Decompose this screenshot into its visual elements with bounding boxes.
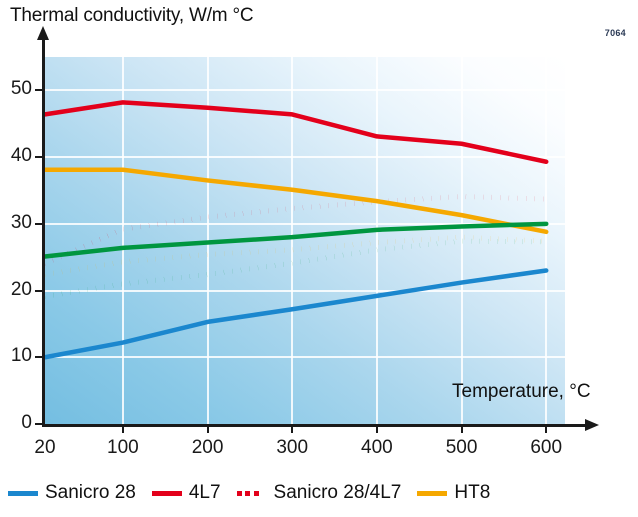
- chart-title: Thermal conductivity, W/m °C: [10, 5, 254, 26]
- gridline-horizontal: [45, 156, 565, 159]
- y-axis-arrow: [37, 26, 49, 40]
- y-axis-tick: [35, 222, 43, 225]
- x-axis-tick: [291, 424, 294, 433]
- gridline-vertical: [460, 57, 463, 424]
- series-line-ht8: [42, 167, 549, 235]
- legend-label: Sanicro 28: [45, 482, 136, 503]
- legend-label: Sanicro 28/4L7: [273, 482, 402, 503]
- x-axis-tick-label: 400: [361, 437, 393, 458]
- x-axis-tick: [460, 424, 463, 433]
- x-axis-tick-label: 200: [191, 437, 224, 458]
- gridline-vertical: [545, 57, 548, 424]
- series-line-orange-dotted-series: [44, 234, 547, 277]
- figure-code-label: 7064: [604, 28, 626, 38]
- y-axis-tick: [35, 89, 43, 92]
- legend-swatch: [417, 490, 448, 496]
- series-line-sanicro-28-4l7: [43, 193, 547, 267]
- y-axis-tick-label: 50: [10, 78, 32, 100]
- legend-item: HT8: [417, 482, 490, 504]
- x-axis-title: Temperature, °C: [452, 381, 591, 402]
- gridline-horizontal: [45, 356, 565, 359]
- x-axis-arrow: [585, 419, 599, 431]
- gridline-vertical: [375, 57, 378, 424]
- y-axis-line: [42, 38, 45, 427]
- legend-label: 4L7: [188, 482, 221, 503]
- x-axis-tick: [121, 424, 124, 433]
- plot-area: [42, 57, 565, 424]
- legend-swatch: [236, 490, 267, 496]
- x-axis-tick-label: 500: [445, 437, 478, 458]
- series-line-sanicro-28: [42, 268, 549, 360]
- x-axis-tick-label: 100: [107, 437, 139, 458]
- y-axis-tick-label: 30: [10, 211, 32, 233]
- legend-dot: [253, 490, 259, 496]
- y-axis-tick: [35, 289, 43, 292]
- x-axis-tick: [206, 424, 209, 433]
- gridline-horizontal: [45, 222, 565, 225]
- y-axis-tick: [35, 156, 43, 159]
- gridline-horizontal: [45, 89, 565, 92]
- x-axis-tick-label: 600: [530, 437, 563, 458]
- legend-label: HT8: [454, 482, 491, 503]
- y-axis-tick: [35, 356, 43, 359]
- legend-dot: [236, 490, 242, 496]
- legend-swatch: [151, 490, 182, 496]
- legend-swatch: [8, 490, 38, 496]
- legend-dot: [245, 490, 251, 496]
- series-line-green-solid-series: [42, 221, 549, 259]
- series-lines: [42, 100, 549, 360]
- y-axis-tick-label: 20: [10, 278, 32, 300]
- x-axis-line: [42, 424, 587, 427]
- gridline-vertical: [291, 57, 294, 424]
- series-line-4l7: [42, 100, 549, 165]
- chart-legend: Sanicro 28 4L7 Sanicro 28/4L7 HT8: [8, 482, 506, 504]
- gridline-horizontal: [45, 289, 565, 292]
- y-axis-tick: [35, 423, 43, 425]
- x-axis-tick-label: 20: [34, 437, 56, 458]
- y-axis-tick-label: 40: [10, 145, 32, 167]
- x-axis-tick: [545, 424, 548, 433]
- legend-item: Sanicro 28/4L7: [236, 482, 402, 504]
- x-axis-tick-label: 300: [276, 437, 309, 458]
- x-axis-tick: [375, 424, 378, 433]
- y-axis-tick-label: 10: [10, 345, 32, 367]
- y-axis-tick-label: 0: [21, 412, 32, 433]
- legend-item: Sanicro 28: [8, 482, 136, 504]
- legend-item: 4L7: [151, 482, 221, 504]
- gridline-vertical: [121, 57, 124, 424]
